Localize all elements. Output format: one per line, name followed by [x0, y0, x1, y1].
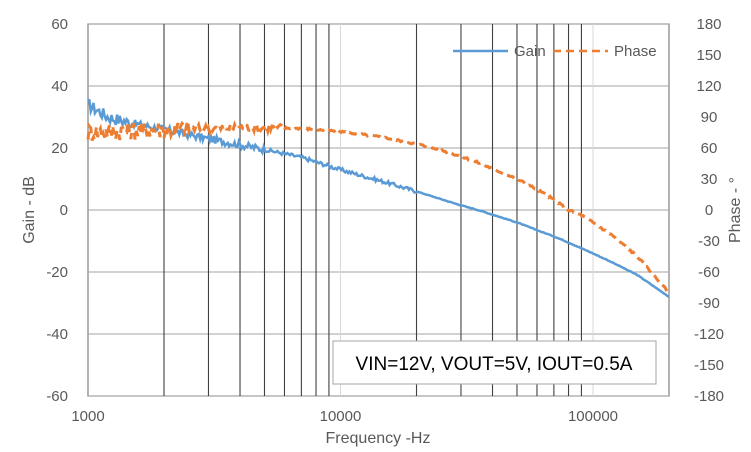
y-tick-label: -60: [46, 388, 68, 405]
y-tick-label: 40: [51, 78, 68, 95]
series-line-phase: [86, 119, 670, 294]
x-tick-label: 1000: [71, 408, 104, 425]
annotation-box: [332, 340, 657, 385]
y2-axis-title: Phase - °: [727, 177, 744, 243]
y2-tick-label: -60: [698, 264, 720, 281]
y2-tick-label: 150: [696, 47, 721, 64]
y-tick-label: 20: [51, 140, 68, 157]
conditions-annotation: VIN=12V, VOUT=5V, IOUT=0.5A: [332, 340, 657, 385]
y2-tick-label: -150: [694, 357, 724, 374]
y-tick-label: -40: [46, 326, 68, 343]
x-tick-label: 100000: [568, 408, 618, 425]
tick-layer: 60 40 20 0 -20 -40 -60 180 150 120 90 60 30 0 -30 -60 -9…: [46, 16, 724, 425]
y2-tick-label: -90: [698, 295, 720, 312]
y2-tick-label: 60: [701, 140, 718, 157]
y2-tick-label: -30: [698, 233, 720, 250]
y2-tick-label: 180: [696, 16, 721, 33]
y-axis-title: Gain - dB: [21, 176, 38, 244]
series-layer: [86, 98, 670, 298]
x-tick-label: 10000: [320, 408, 362, 425]
y-tick-label: -20: [46, 264, 68, 281]
y2-tick-label: 120: [696, 78, 721, 95]
y2-tick-label: -180: [694, 388, 724, 405]
y2-tick-label: 30: [701, 171, 718, 188]
y-tick-label: 0: [60, 202, 68, 219]
y2-tick-label: 90: [701, 109, 718, 126]
annotation-text: VIN=12V, VOUT=5V, IOUT=0.5A: [356, 354, 633, 375]
y2-tick-label: 0: [705, 202, 713, 219]
legend-gain-label: Gain: [514, 43, 546, 60]
grid-layer: [87, 23, 670, 397]
x-axis-title: Frequency -Hz: [326, 430, 431, 447]
y2-tick-label: -120: [694, 326, 724, 343]
legend: Gain Phase: [453, 43, 657, 60]
legend-phase-label: Phase: [614, 43, 657, 60]
y-tick-label: 60: [51, 16, 68, 33]
